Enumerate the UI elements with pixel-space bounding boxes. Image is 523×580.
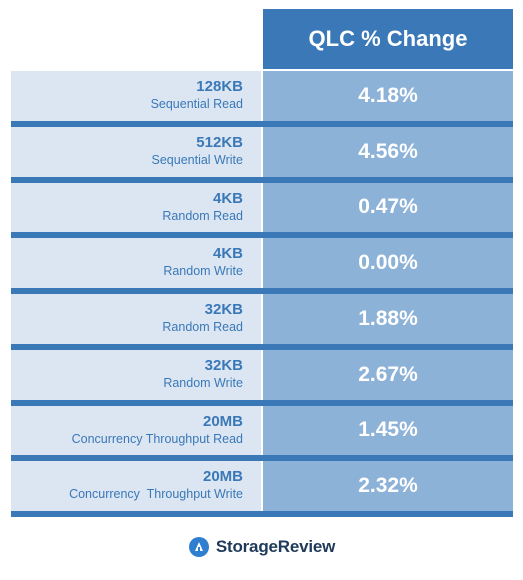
row-label-size: 20MB	[202, 468, 243, 486]
row-label-workload: Random Write	[163, 264, 243, 279]
row-value: 0.00%	[263, 238, 513, 288]
row-label: 32KB Random Write	[11, 349, 261, 400]
table-row: 512KB Sequential Write 4.56%	[11, 126, 513, 183]
row-value: 4.56%	[263, 126, 513, 177]
row-label-workload: Sequential Write	[151, 152, 244, 167]
table-row: 128KB Sequential Read 4.18%	[11, 71, 513, 127]
row-label: 128KB Sequential Read	[11, 71, 261, 121]
row-label-workload: Sequential Read	[150, 97, 243, 111]
table-row: 20MB Concurrency Throughput Write 2.32%	[11, 461, 513, 517]
row-label-size: 128KB	[196, 78, 243, 95]
table-row: 4KB Random Write 0.00%	[11, 238, 513, 294]
row-label: 20MB Concurrency Throughput Write	[11, 461, 261, 511]
row-value: 4.18%	[263, 71, 513, 121]
row-label: 20MB Concurrency Throughput Read	[11, 405, 261, 456]
row-value: 2.32%	[263, 461, 513, 511]
table-row: 4KB Random Read 0.47%	[11, 182, 513, 238]
row-label-workload: Random Read	[162, 208, 243, 223]
row-label-size: 20MB	[202, 412, 243, 430]
row-value: 1.45%	[263, 405, 513, 456]
column-header-qlc-change: QLC % Change	[263, 9, 513, 69]
table-row: 32KB Random Write 2.67%	[11, 349, 513, 406]
table-row: 20MB Concurrency Throughput Read 1.45%	[11, 405, 513, 461]
storagereview-logo: StorageReview	[0, 536, 523, 558]
row-label: 4KB Random Write	[11, 238, 261, 288]
row-label: 32KB Random Read	[11, 294, 261, 344]
row-label-size: 512KB	[196, 133, 243, 151]
row-label-size: 32KB	[204, 356, 243, 374]
row-label-workload: Concurrency Throughput Read	[71, 431, 243, 446]
row-label-workload: Concurrency Throughput Write	[69, 487, 243, 502]
row-label-workload: Random Write	[163, 375, 243, 390]
row-value: 0.47%	[263, 182, 513, 233]
row-label: 512KB Sequential Write	[11, 126, 261, 177]
storagereview-logo-icon	[188, 537, 209, 557]
results-table: 128KB Sequential Read 4.18% 512KB Sequen…	[11, 71, 513, 517]
storagereview-logo-text: StorageReview	[215, 537, 336, 556]
row-label: 4KB Random Read	[11, 182, 261, 233]
row-value: 2.67%	[263, 349, 513, 400]
row-label-workload: Random Read	[162, 320, 243, 334]
row-value: 1.88%	[263, 294, 513, 344]
row-label-size: 4KB	[212, 189, 243, 207]
table-row: 32KB Random Read 1.88%	[11, 294, 513, 350]
row-label-size: 32KB	[204, 301, 243, 318]
row-label-size: 4KB	[212, 245, 243, 263]
